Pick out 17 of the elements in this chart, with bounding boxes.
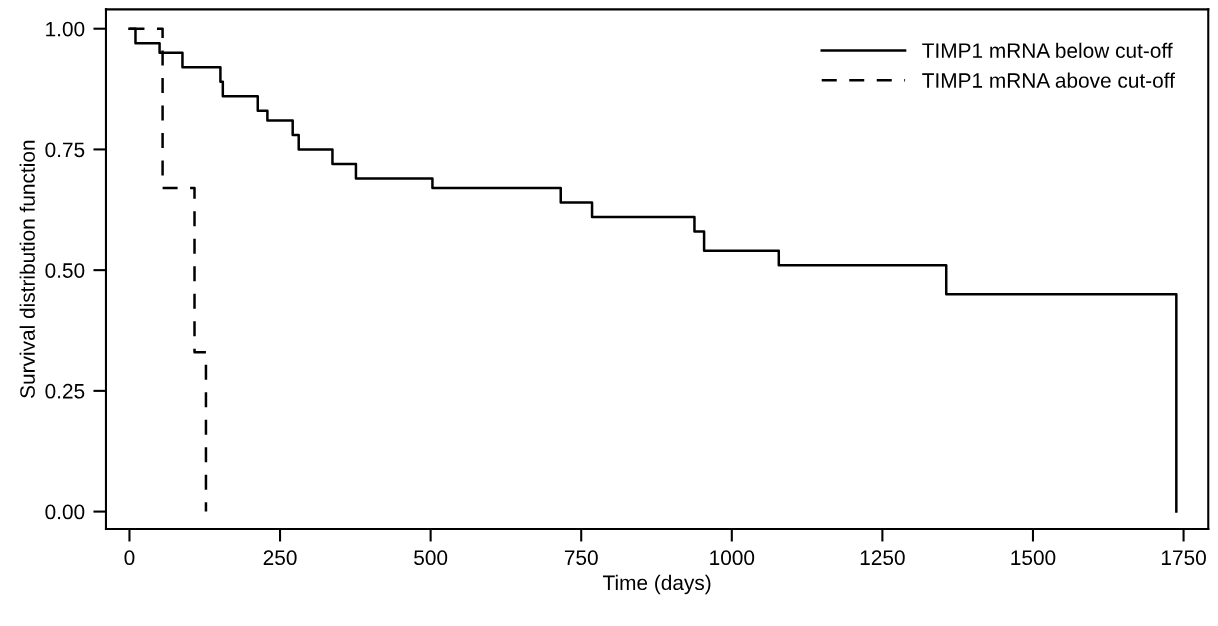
y-tick-label: 1.00 (46, 21, 85, 37)
y-tick-label: 0.25 (45, 383, 85, 399)
x-tick-label: 1750 (1161, 550, 1206, 566)
x-tick-label: 500 (414, 550, 448, 566)
x-tick-label: 1000 (710, 550, 755, 566)
x-tick-label: 250 (263, 550, 297, 566)
y-tick-label: 0.00 (45, 504, 85, 520)
legend-label: TIMP1 mRNA above cut-off (922, 72, 1175, 88)
x-tick-label: 1250 (860, 550, 905, 566)
x-tick-label: 750 (564, 550, 598, 566)
y-tick-label: 0.50 (45, 263, 85, 278)
x-tick-label: 1500 (1011, 550, 1056, 566)
y-tick-label: 0.75 (45, 142, 85, 158)
legend-label: TIMP1 mRNA below cut-off (922, 42, 1173, 59)
y-axis-title: Survival distribution function (19, 140, 35, 398)
x-tick-label: 0 (124, 550, 135, 566)
x-axis-title: Time (days) (602, 574, 711, 595)
